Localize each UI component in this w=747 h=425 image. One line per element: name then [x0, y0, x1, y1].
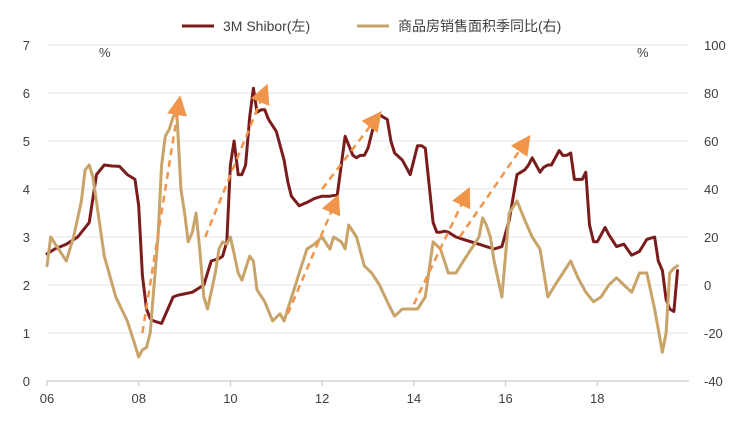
right-axis-tick-label: 100 [704, 38, 726, 53]
trend-arrow [286, 194, 341, 315]
x-axis-tick-label: 12 [315, 391, 329, 406]
right-axis-tick-label: 20 [704, 230, 718, 245]
right-axis-tick-label: -20 [704, 326, 723, 341]
x-axis-tick-label: 16 [498, 391, 512, 406]
x-axis-tick-label: 06 [40, 391, 54, 406]
left-axis-tick-label: 7 [23, 38, 30, 53]
legend-label-sales-area: 商品房销售面积季同比(右) [398, 18, 561, 34]
trend-arrow [204, 83, 270, 238]
left-axis-tick-label: 0 [23, 374, 30, 389]
series-line-sales-area [45, 110, 679, 359]
right-axis-unit: % [637, 45, 649, 60]
trend-arrow [321, 111, 382, 190]
right-axis-tick-label: 0 [704, 278, 711, 293]
left-axis-tick-label: 2 [23, 278, 30, 293]
series-lines [45, 86, 679, 359]
left-axis-tick-label: 5 [23, 134, 30, 149]
trend-arrows [141, 83, 531, 334]
legend-label-shibor: 3M Shibor(左) [223, 18, 310, 34]
left-axis-unit: % [99, 45, 111, 60]
left-axis-tick-label: 3 [23, 230, 30, 245]
right-axis-tick-label: 60 [704, 134, 718, 149]
x-axis-tick-label: 10 [223, 391, 237, 406]
trend-arrow [412, 187, 471, 305]
left-axis-tick-label: 4 [23, 182, 30, 197]
left-axis-tick-label: 6 [23, 86, 30, 101]
right-axis-tick-label: -40 [704, 374, 723, 389]
trend-arrow [141, 95, 187, 334]
trend-arrow [458, 134, 531, 238]
x-axis-tick-label: 14 [407, 391, 421, 406]
legend: 3M Shibor(左) 商品房销售面积季同比(右) [182, 18, 561, 34]
right-axis-tick-label: 80 [704, 86, 718, 101]
right-axis-tick-label: 40 [704, 182, 718, 197]
left-axis-tick-label: 1 [23, 326, 30, 341]
x-axis-tick-label: 18 [590, 391, 604, 406]
x-axis-tick-label: 08 [131, 391, 145, 406]
